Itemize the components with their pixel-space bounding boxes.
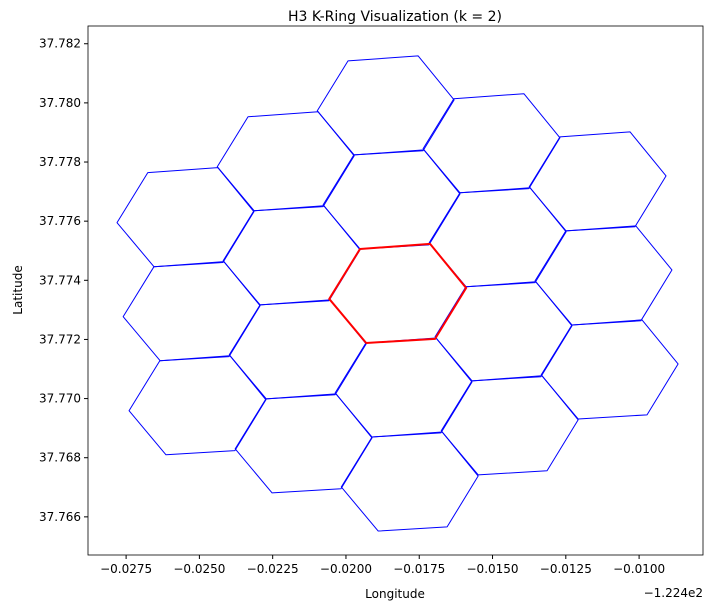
hexagon xyxy=(216,111,355,212)
hexagon xyxy=(434,281,573,382)
hexagon xyxy=(228,299,367,400)
x-tick-label: −0.0175 xyxy=(393,562,445,576)
hexagon xyxy=(528,131,667,232)
plot-frame xyxy=(87,25,704,556)
hexagon xyxy=(340,431,479,532)
x-tick-label: −0.0125 xyxy=(540,562,592,576)
y-tick-label: 37.782 xyxy=(39,37,81,51)
y-axis-label: Latitude xyxy=(11,265,25,314)
hexagon xyxy=(122,261,261,362)
hexagon xyxy=(234,393,373,494)
hexagon xyxy=(328,242,468,344)
y-tick-label: 37.778 xyxy=(39,155,81,169)
y-tick-label: 37.772 xyxy=(39,332,81,346)
y-tick-label: 37.780 xyxy=(39,96,81,110)
x-axis-label: Longitude xyxy=(365,587,425,601)
y-tick-label: 37.768 xyxy=(39,451,81,465)
hexagon xyxy=(422,93,561,194)
hexagon xyxy=(534,225,673,326)
hexagon xyxy=(540,319,679,420)
y-tick-label: 37.774 xyxy=(39,273,81,287)
y-tick-label: 37.766 xyxy=(39,510,81,524)
x-tick-label: −0.0200 xyxy=(320,562,372,576)
hexagon xyxy=(222,205,361,306)
x-tick-label: −0.0250 xyxy=(173,562,225,576)
x-tick-label: −0.0225 xyxy=(247,562,299,576)
hexagon xyxy=(116,167,255,268)
hexagon xyxy=(334,337,473,438)
x-offset-label: −1.224e2 xyxy=(644,586,703,600)
hexagon xyxy=(440,375,579,476)
x-tick-label: −0.0150 xyxy=(467,562,519,576)
hexagon xyxy=(316,55,455,156)
x-tick-label: −0.0100 xyxy=(613,562,665,576)
y-tick-label: 37.770 xyxy=(39,392,81,406)
chart-title: H3 K-Ring Visualization (k = 2) xyxy=(288,9,502,25)
hexagon xyxy=(428,187,567,288)
hexagon xyxy=(322,149,461,250)
y-tick-label: 37.776 xyxy=(39,214,81,228)
hexagon xyxy=(128,355,267,456)
x-tick-label: −0.0275 xyxy=(100,562,152,576)
